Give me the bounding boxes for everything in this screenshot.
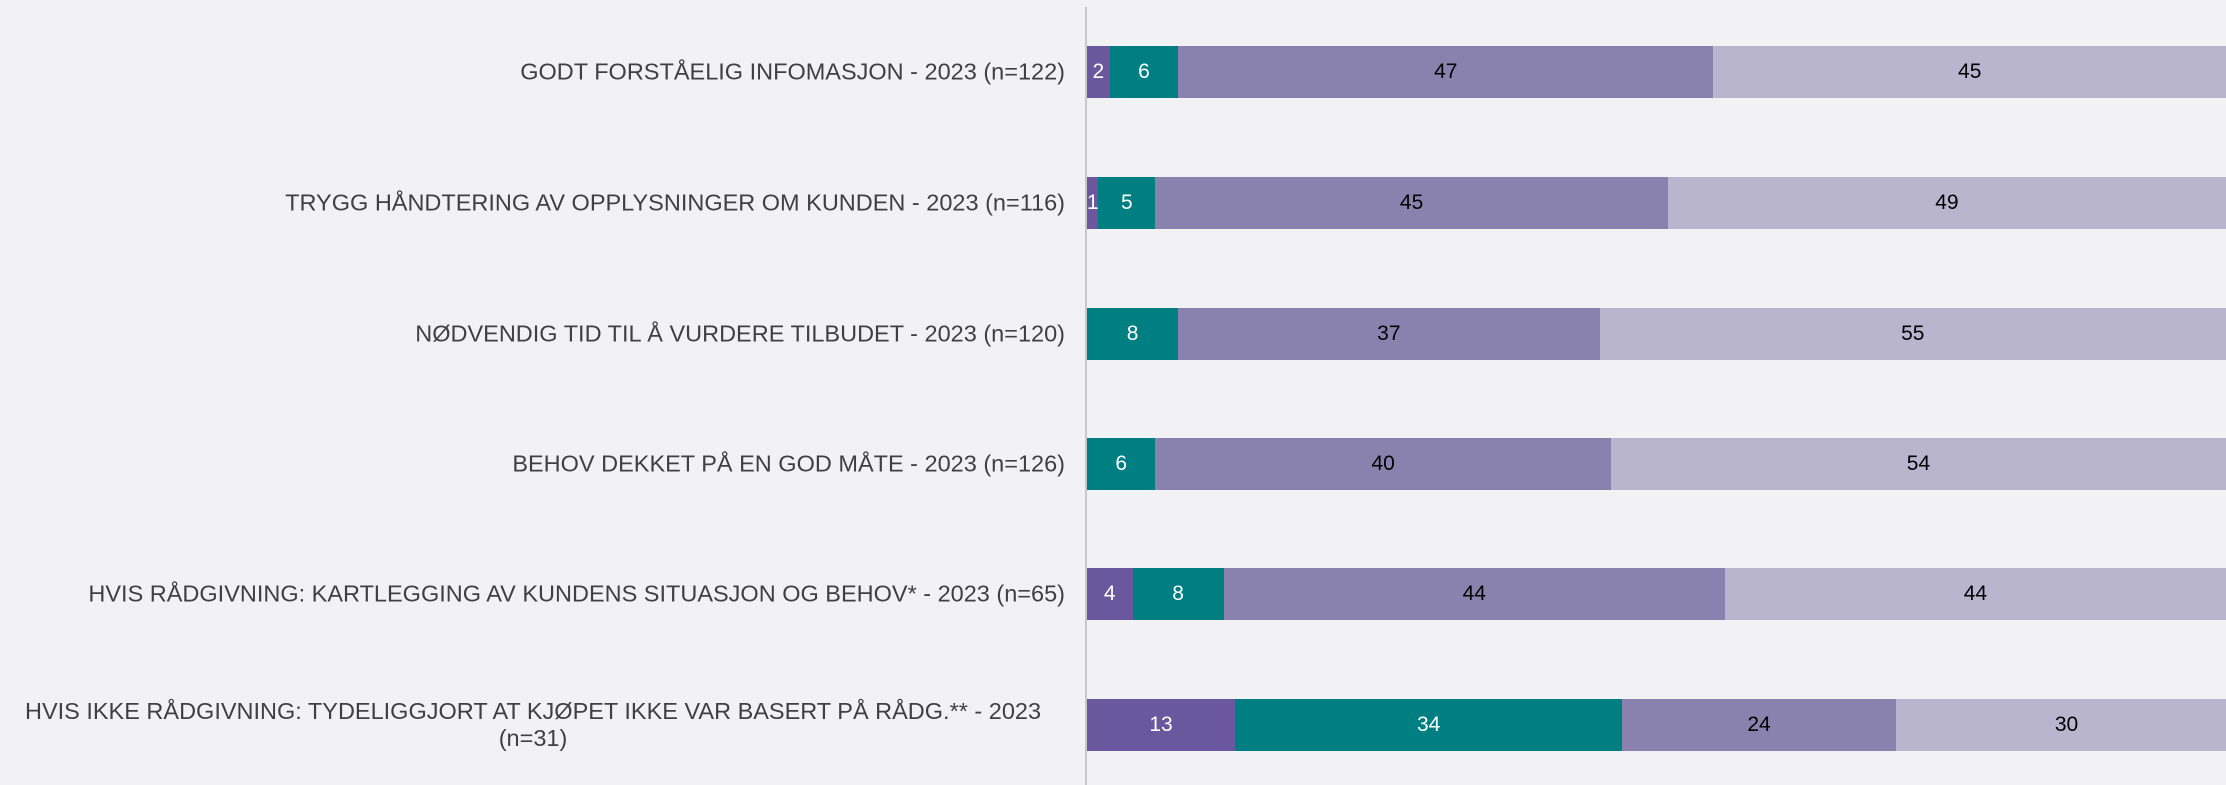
bar-segment: 6 bbox=[1109, 46, 1179, 98]
data-label: 40 bbox=[1371, 452, 1395, 475]
category-label-box: TRYGG HÅNDTERING AV OPPLYSNINGER OM KUND… bbox=[0, 190, 1065, 217]
data-label: 6 bbox=[1138, 60, 1150, 83]
data-label: 4 bbox=[1103, 582, 1116, 605]
bar-segment: 24 bbox=[1622, 699, 1896, 751]
category-label: GODT FORSTÅELIG INFOMASJON - 2023 (n=122… bbox=[520, 58, 1065, 85]
category-label: HVIS RÅDGIVNING: KARTLEGGING AV KUNDENS … bbox=[88, 580, 1065, 607]
bar-segment: 54 bbox=[1610, 438, 2226, 490]
data-label: 45 bbox=[1399, 191, 1424, 214]
bar-segment: 55 bbox=[1599, 308, 2226, 360]
bar-segment: 37 bbox=[1178, 308, 1600, 360]
data-label: 8 bbox=[1126, 322, 1139, 345]
category-label-box: BEHOV DEKKET PÅ EN GOD MÅTE - 2023 (n=12… bbox=[0, 451, 1065, 478]
bar-segment: 2 bbox=[1087, 46, 1110, 98]
data-label: 44 bbox=[1462, 582, 1486, 605]
category-label: TRYGG HÅNDTERING AV OPPLYSNINGER OM KUND… bbox=[285, 189, 1065, 216]
data-label: 47 bbox=[1434, 60, 1458, 83]
data-label: 5 bbox=[1121, 191, 1133, 214]
bar-segment: 34 bbox=[1235, 699, 1623, 751]
category-label-box: HVIS IKKE RÅDGIVNING: TYDELIGGJORT AT KJ… bbox=[0, 698, 1065, 752]
data-label: 30 bbox=[2054, 713, 2079, 736]
bar-segment: 4 bbox=[1087, 568, 1133, 620]
bar-segment: 30 bbox=[1895, 699, 2226, 751]
bar-segment: 45 bbox=[1155, 177, 1668, 229]
data-label: 1 bbox=[1087, 191, 1099, 214]
bar-segment: 8 bbox=[1087, 308, 1179, 360]
bar-segment: 6 bbox=[1087, 438, 1156, 490]
data-label: 2 bbox=[1092, 60, 1105, 83]
bar-segment: 49 bbox=[1667, 177, 2226, 229]
bar-segment: 44 bbox=[1223, 568, 1725, 620]
bar-segment: 44 bbox=[1724, 568, 2226, 620]
data-label: 49 bbox=[1935, 191, 1959, 214]
data-label: 37 bbox=[1377, 322, 1401, 345]
bar-segment: 13 bbox=[1087, 699, 1236, 751]
data-label: 8 bbox=[1172, 582, 1184, 605]
category-label: NØDVENDIG TID TIL Å VURDERE TILBUDET - 2… bbox=[415, 320, 1065, 347]
bar-segment: 5 bbox=[1098, 177, 1156, 229]
category-label-box: GODT FORSTÅELIG INFOMASJON - 2023 (n=122… bbox=[0, 59, 1065, 86]
bar-segment: 1 bbox=[1087, 177, 1099, 229]
bar-segment: 45 bbox=[1713, 46, 2226, 98]
bar-segment: 8 bbox=[1132, 568, 1224, 620]
data-label: 54 bbox=[1906, 452, 1931, 475]
data-label: 6 bbox=[1115, 452, 1127, 475]
data-label: 34 bbox=[1417, 713, 1441, 736]
category-label-box: NØDVENDIG TID TIL Å VURDERE TILBUDET - 2… bbox=[0, 321, 1065, 348]
data-label: 45 bbox=[1958, 60, 1982, 83]
category-label: BEHOV DEKKET PÅ EN GOD MÅTE - 2023 (n=12… bbox=[512, 450, 1065, 477]
axis-line bbox=[1085, 7, 1087, 785]
data-label: 44 bbox=[1963, 582, 1988, 605]
category-label-box: HVIS RÅDGIVNING: KARTLEGGING AV KUNDENS … bbox=[0, 581, 1065, 608]
data-label: 55 bbox=[1901, 322, 1925, 345]
bar-segment: 40 bbox=[1155, 438, 1611, 490]
data-label: 24 bbox=[1747, 713, 1771, 736]
bar-segment: 47 bbox=[1178, 46, 1714, 98]
data-label: 13 bbox=[1149, 713, 1173, 736]
category-label: HVIS IKKE RÅDGIVNING: TYDELIGGJORT AT KJ… bbox=[24, 698, 1042, 751]
